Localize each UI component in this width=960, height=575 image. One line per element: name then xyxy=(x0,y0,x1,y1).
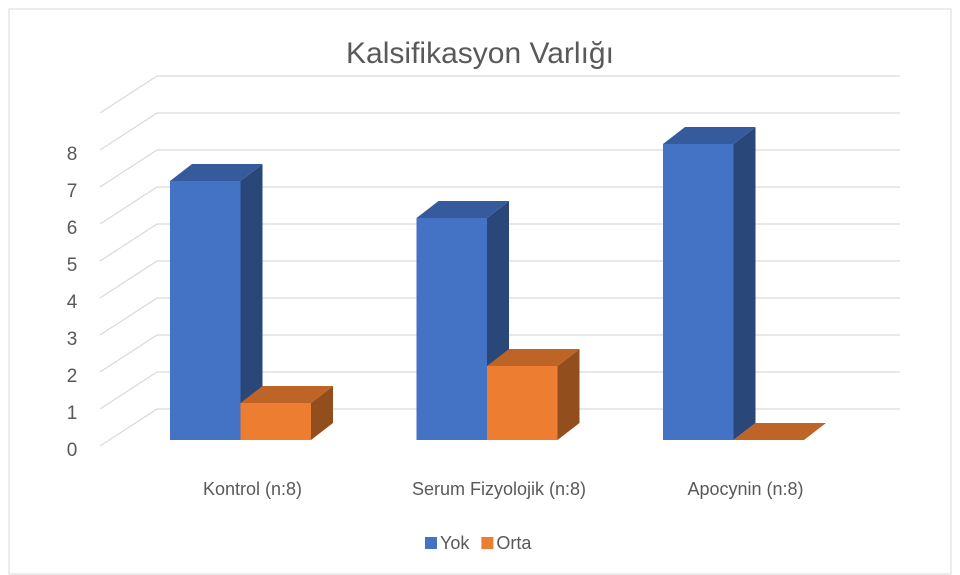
bar-front xyxy=(663,144,734,440)
grid-line xyxy=(99,112,900,151)
chart-title: Kalsifikasyon Varlığı xyxy=(346,37,614,70)
bar-front xyxy=(487,366,558,440)
x-tick-label: Kontrol (n:8) xyxy=(203,479,302,499)
bar-top xyxy=(663,127,756,144)
bar-top xyxy=(240,386,333,403)
grid-line xyxy=(99,408,900,447)
bar-top xyxy=(487,349,580,366)
grid-line xyxy=(99,260,900,299)
grid-line xyxy=(99,297,900,336)
grid-line xyxy=(99,75,900,114)
y-tick-label: 7 xyxy=(67,181,78,202)
y-tick-label: 3 xyxy=(67,329,78,350)
bar xyxy=(240,386,333,440)
bar xyxy=(416,201,509,440)
bar-front xyxy=(416,218,487,440)
bar-front xyxy=(170,181,241,440)
y-tick-label: 4 xyxy=(67,292,78,313)
y-tick-label: 8 xyxy=(67,144,78,165)
bar xyxy=(170,164,263,440)
legend-label: Orta xyxy=(496,533,532,553)
bar-top xyxy=(170,164,263,181)
bar xyxy=(663,127,756,440)
legend-swatch xyxy=(481,537,494,549)
y-tick-label: 2 xyxy=(67,366,78,387)
legend-label: Yok xyxy=(440,533,470,553)
grid-line xyxy=(99,186,900,225)
bar-side xyxy=(240,164,263,440)
bar xyxy=(733,423,826,440)
y-tick-label: 6 xyxy=(67,218,78,239)
x-tick-label: Serum Fizyolojik (n:8) xyxy=(412,479,586,499)
grid-line xyxy=(99,149,900,188)
y-tick-label: 5 xyxy=(67,255,78,276)
bar-top xyxy=(733,423,826,440)
bar-front xyxy=(240,403,311,440)
bar-side xyxy=(733,127,756,440)
bar-side xyxy=(311,386,333,440)
bar xyxy=(487,349,580,440)
grid-line xyxy=(99,334,900,373)
grid-line xyxy=(99,371,900,410)
bar-top xyxy=(416,201,509,218)
y-tick-label: 1 xyxy=(67,403,78,424)
x-tick-label: Apocynin (n:8) xyxy=(687,479,803,499)
grid-line xyxy=(99,223,900,262)
legend-swatch xyxy=(425,537,437,549)
bar-side xyxy=(557,349,580,440)
y-tick-label: 0 xyxy=(67,440,78,461)
